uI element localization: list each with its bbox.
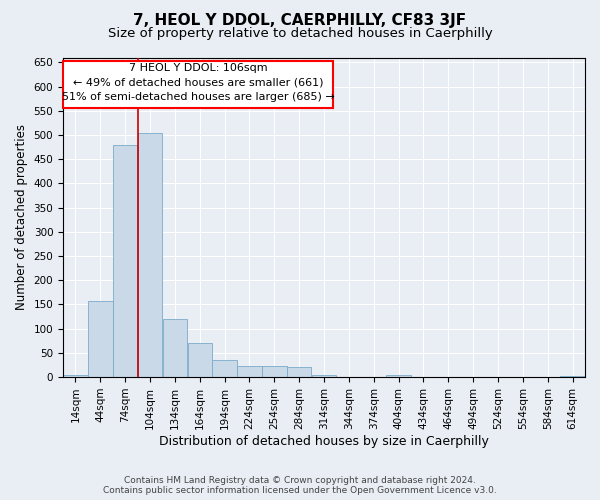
Text: Size of property relative to detached houses in Caerphilly: Size of property relative to detached ho… xyxy=(107,28,493,40)
Bar xyxy=(188,343,212,377)
Bar xyxy=(163,319,187,377)
X-axis label: Distribution of detached houses by size in Caerphilly: Distribution of detached houses by size … xyxy=(159,434,489,448)
Text: ← 49% of detached houses are smaller (661): ← 49% of detached houses are smaller (66… xyxy=(73,78,323,88)
Bar xyxy=(237,366,262,377)
Bar xyxy=(138,132,162,377)
Text: Contains HM Land Registry data © Crown copyright and database right 2024.
Contai: Contains HM Land Registry data © Crown c… xyxy=(103,476,497,495)
FancyBboxPatch shape xyxy=(63,62,333,108)
Bar xyxy=(262,366,287,377)
Bar xyxy=(287,368,311,377)
Text: 7 HEOL Y DDOL: 106sqm: 7 HEOL Y DDOL: 106sqm xyxy=(129,64,268,74)
Bar xyxy=(63,374,88,377)
Bar xyxy=(560,376,585,377)
Bar xyxy=(212,360,237,377)
Bar xyxy=(386,374,411,377)
Y-axis label: Number of detached properties: Number of detached properties xyxy=(15,124,28,310)
Bar xyxy=(113,144,137,377)
Text: 51% of semi-detached houses are larger (685) →: 51% of semi-detached houses are larger (… xyxy=(62,92,334,102)
Text: 7, HEOL Y DDOL, CAERPHILLY, CF83 3JF: 7, HEOL Y DDOL, CAERPHILLY, CF83 3JF xyxy=(133,12,467,28)
Bar xyxy=(312,374,336,377)
Bar xyxy=(88,300,113,377)
